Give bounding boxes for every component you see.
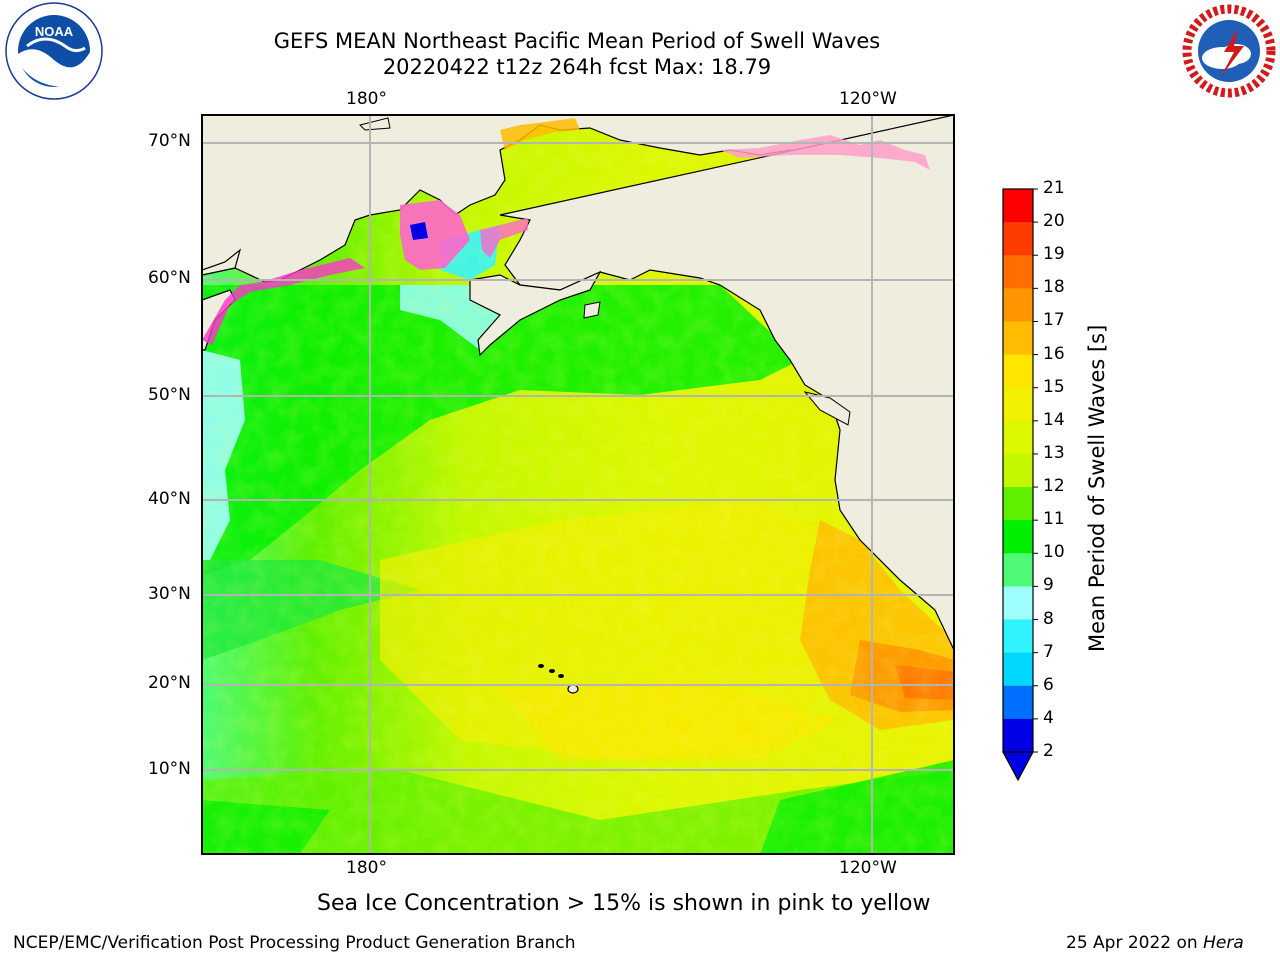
- colorbar-tick-label: 10: [1043, 542, 1065, 563]
- colorbar-tick-label: 13: [1043, 442, 1065, 463]
- colorbar-segment: [1003, 321, 1033, 356]
- colorbar-segment: [1003, 288, 1033, 322]
- map-subtitle: 20220422 t12z 264h fcst Max: 18.79: [382, 55, 772, 79]
- colorbar-tick-label: 17: [1043, 310, 1065, 331]
- date-text: 25 Apr 2022 on: [1066, 933, 1204, 953]
- colorbar-tick-label: 14: [1043, 409, 1065, 430]
- colorbar-segment: [1003, 586, 1033, 621]
- lat-label-60n: 60°N: [148, 268, 191, 288]
- colorbar-frame: [1002, 188, 1034, 753]
- colorbar-tick-label: 4: [1043, 707, 1054, 728]
- colorbar-segment: [1003, 520, 1033, 554]
- lon-label-top-180: 180°: [346, 89, 387, 109]
- land-hawaii: [538, 664, 579, 694]
- land-kodiak: [583, 301, 601, 319]
- credit-line: NCEP/EMC/Verification Post Processing Pr…: [13, 933, 576, 953]
- colorbar-segment: [1003, 652, 1033, 687]
- noaa-logo-text: NOAA: [35, 24, 74, 39]
- colorbar-tick-label: 9: [1043, 575, 1054, 596]
- colorbar-segment: [1003, 553, 1033, 587]
- colorbar-label: Mean Period of Swell Waves [s]: [1085, 324, 1109, 652]
- colorbar-segment: [1003, 354, 1033, 389]
- colorbar-segment: [1003, 222, 1033, 256]
- colorbar-segment: [1003, 487, 1033, 521]
- sea-ice-kamchatka-edge: [202, 258, 365, 345]
- lat-label-50n: 50°N: [148, 385, 191, 405]
- sea-ice-bering: [400, 200, 470, 270]
- lat-label-30n: 30°N: [148, 584, 191, 604]
- colorbar-tick-label: 6: [1043, 674, 1054, 695]
- map-frame: [201, 114, 955, 855]
- colorbar-tick-label: 16: [1043, 343, 1065, 364]
- colorbar-segment: [1003, 685, 1033, 720]
- colorbar-under-arrow: [1001, 751, 1035, 782]
- sea-ice-note: Sea Ice Concentration > 15% is shown in …: [317, 891, 931, 916]
- colorbar-segment: [1003, 718, 1033, 753]
- noaa-logo: NOAA: [5, 2, 103, 100]
- lat-label-70n: 70°N: [148, 131, 191, 151]
- nws-logo: [1180, 2, 1278, 100]
- colorbar-segment: [1003, 453, 1033, 488]
- lat-label-10n: 10°N: [148, 759, 191, 779]
- colorbar-tick-label: 12: [1043, 476, 1065, 497]
- land-alaska-peninsula: [469, 270, 602, 357]
- colorbar-tick-label: 20: [1043, 211, 1065, 232]
- lat-label-20n: 20°N: [148, 673, 191, 693]
- colorbar-tick-label: 11: [1043, 509, 1065, 530]
- colorbar-segment: [1003, 619, 1033, 654]
- lon-label-bottom-120w: 120°W: [839, 858, 897, 878]
- colorbar-segment: [1003, 420, 1033, 455]
- sea-ice-bering-core: [410, 222, 428, 240]
- date-stamp: 25 Apr 2022 on Hera: [1066, 933, 1244, 953]
- colorbar-tick-label: 18: [1043, 277, 1065, 298]
- sea-ice-alaska-edge: [480, 218, 528, 258]
- lon-label-top-120w: 120°W: [839, 89, 897, 109]
- map-title: GEFS MEAN Northeast Pacific Mean Period …: [273, 29, 881, 53]
- graticule: [202, 115, 954, 854]
- host-name: Hera: [1203, 933, 1244, 953]
- colorbar-segment: [1003, 255, 1033, 289]
- lat-label-40n: 40°N: [148, 489, 191, 509]
- colorbar-tick-label: 19: [1043, 244, 1065, 265]
- colorbar-tick-label: 8: [1043, 608, 1054, 629]
- lon-label-bottom-180: 180°: [346, 858, 387, 878]
- colorbar-tick-label: 21: [1043, 178, 1065, 198]
- colorbar-tick-label: 15: [1043, 376, 1065, 397]
- colorbar-segment: [1003, 387, 1033, 422]
- land-st-lawrence-island: [359, 117, 391, 131]
- colorbar-segment: [1003, 189, 1033, 223]
- colorbar-tick-label: 7: [1043, 641, 1054, 662]
- colorbar-tick-label: 2: [1043, 741, 1054, 761]
